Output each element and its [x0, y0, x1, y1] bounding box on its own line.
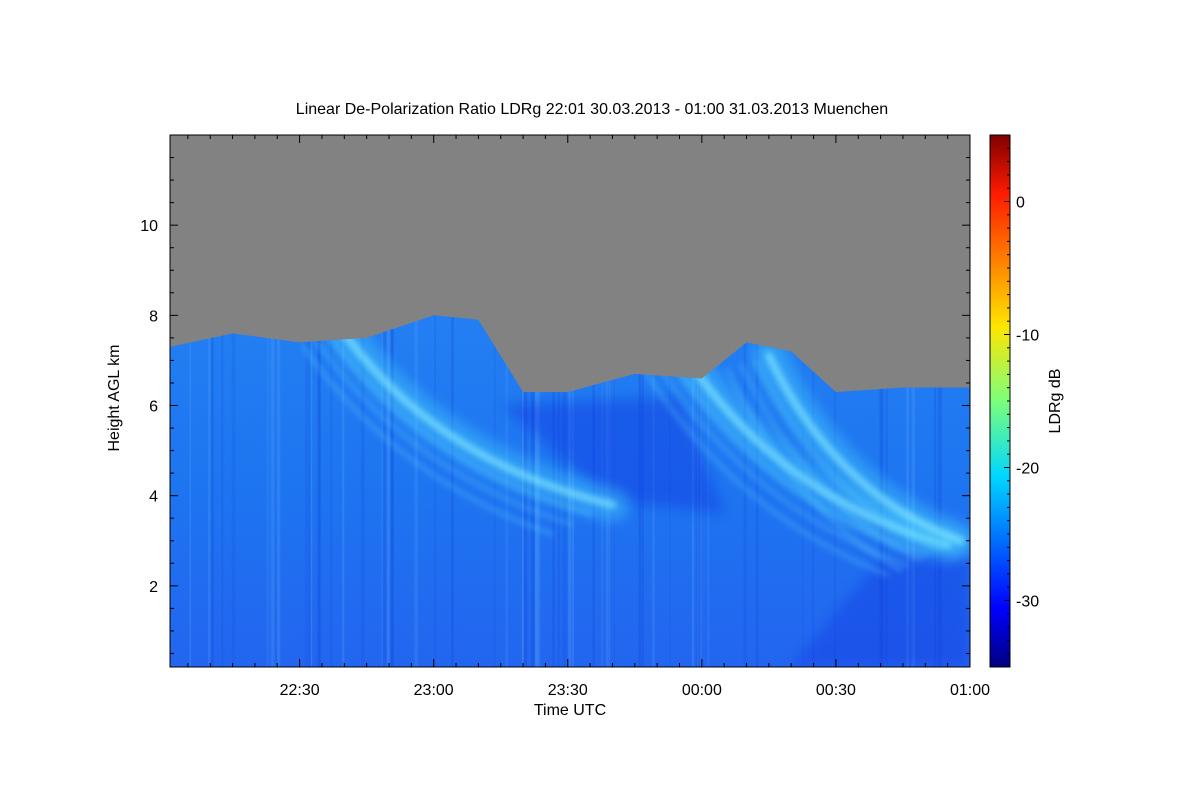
y-tick-label: 4	[149, 489, 158, 506]
colorbar: 0 -10 -20 -30 LDRg dB	[989, 134, 1064, 668]
x-tick-label: 00:30	[816, 682, 856, 699]
colorbar-ticks: 0 -10 -20 -30	[1004, 134, 1039, 668]
y-tick-label: 2	[149, 579, 158, 596]
x-tick-label: 00:00	[682, 682, 722, 699]
y-tick-label: 8	[149, 308, 158, 325]
y-axis-label: Height AGL km	[106, 344, 123, 451]
plot-area	[170, 135, 970, 667]
y-tick-label: 6	[149, 399, 158, 416]
colorbar-label: LDRg dB	[1047, 369, 1064, 434]
x-tick-label: 01:00	[950, 682, 990, 699]
colorbar-tick-label: -20	[1016, 461, 1039, 478]
noise-overlay	[170, 135, 970, 667]
x-tick-label: 23:00	[414, 682, 454, 699]
y-tick-label: 10	[140, 218, 158, 235]
y-axis: 2 4 6 8 10	[140, 134, 970, 654]
x-axis: 22:30 23:00 23:30 00:00 00:30 01:00	[187, 135, 990, 699]
x-tick-label: 23:30	[548, 682, 588, 699]
colorbar-tick-label: -10	[1016, 328, 1039, 345]
plot-frame	[169, 134, 971, 668]
x-axis-label: Time UTC	[534, 702, 606, 719]
x-tick-label: 22:30	[280, 682, 320, 699]
colorbar-tick-label: 0	[1016, 195, 1025, 212]
colorbar-tick-label: -30	[1016, 594, 1039, 611]
chart-title: Linear De-Polarization Ratio LDRg 22:01 …	[296, 101, 888, 118]
